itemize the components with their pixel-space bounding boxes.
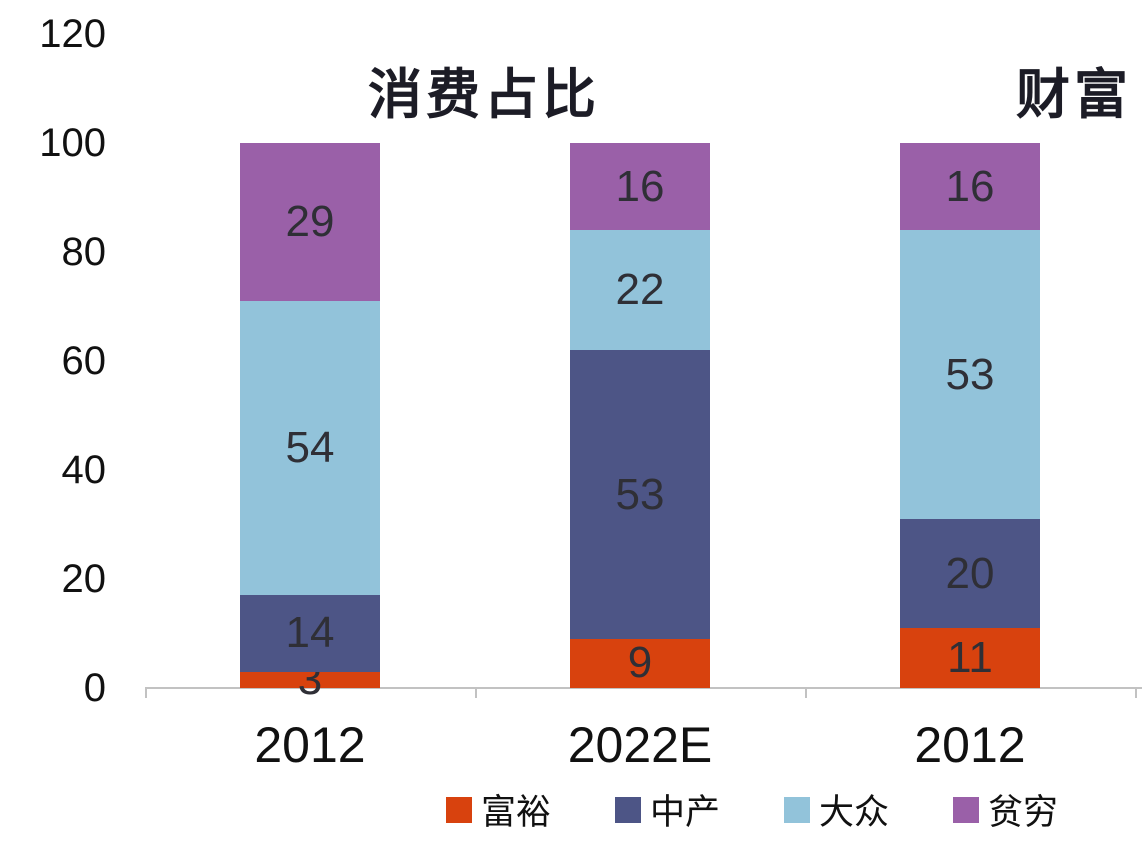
bar-value-label: 9: [627, 638, 653, 688]
bar-segment-大众: 54: [240, 301, 380, 596]
legend-item-中产: 中产: [615, 784, 720, 835]
bar-segment-中产: 20: [900, 519, 1040, 629]
bar-segment-中产: 53: [570, 350, 710, 639]
bar-segment-中产: 14: [240, 595, 380, 672]
x-axis-tick: [145, 687, 147, 698]
legend: 富裕 中产 大众 贫穷: [446, 784, 1058, 835]
bar-value-label: 14: [285, 608, 335, 658]
bar-value-label: 16: [945, 161, 995, 211]
legend-swatch: [953, 796, 980, 823]
bar-value-label: 22: [615, 265, 665, 315]
bar-segment-贫穷: 16: [570, 143, 710, 231]
y-axis-label: 0: [83, 666, 106, 710]
y-axis-label: 20: [61, 557, 107, 601]
bar-value-label: 29: [285, 197, 335, 247]
bar-segment-贫穷: 29: [240, 143, 380, 302]
bar-value-label: 53: [615, 469, 665, 519]
bar-segment-富裕: 11: [900, 628, 1040, 688]
bar-value-label: 53: [945, 349, 995, 399]
bar-segment-富裕: 3: [240, 655, 380, 704]
legend-swatch: [446, 796, 472, 823]
legend-label: 富裕: [481, 793, 552, 832]
chart-title-left: 消费占比: [368, 65, 600, 125]
legend-swatch: [784, 796, 811, 823]
chart-title-right: 财富: [1016, 65, 1132, 125]
y-axis-label: 60: [61, 339, 107, 383]
x-axis-label: 2022E: [567, 717, 713, 773]
legend-item-大众: 大众: [784, 784, 889, 835]
bar-value-label: 20: [945, 548, 995, 598]
bar-value-label: 54: [285, 423, 335, 473]
bar-segment-大众: 22: [570, 230, 710, 351]
legend-item-富裕: 富裕: [446, 784, 551, 835]
x-axis-line: [145, 687, 1142, 689]
y-axis-label: 40: [61, 448, 107, 492]
x-axis-label: 2012: [254, 717, 366, 773]
bar-value-label: 16: [615, 161, 665, 211]
x-axis-label: 2012: [914, 717, 1026, 773]
y-axis-label: 100: [39, 121, 106, 165]
x-axis-tick: [805, 687, 807, 698]
bar-value-label: 11: [947, 633, 993, 683]
bar-segment-贫穷: 16: [900, 143, 1040, 231]
legend-swatch: [615, 796, 642, 823]
bar-segment-富裕: 9: [570, 638, 710, 688]
legend-label: 大众: [819, 793, 890, 832]
y-axis-label: 120: [39, 12, 106, 56]
bar-segment-大众: 53: [900, 230, 1040, 520]
x-axis-tick: [475, 687, 477, 698]
y-axis-label: 80: [61, 230, 107, 274]
legend-label: 中产: [650, 793, 721, 832]
legend-label: 贫穷: [988, 793, 1059, 832]
legend-item-贫穷: 贫穷: [953, 784, 1058, 835]
x-axis-tick: [1135, 687, 1137, 698]
